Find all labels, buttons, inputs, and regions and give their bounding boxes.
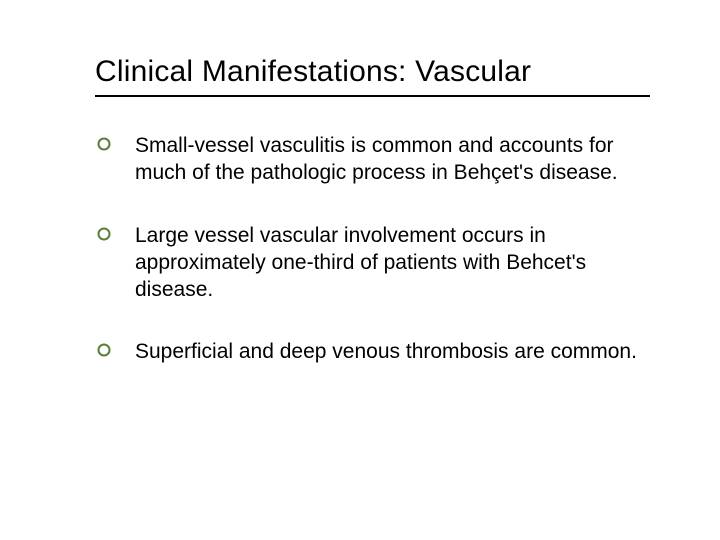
slide-title: Clinical Manifestations: Vascular <box>95 55 650 97</box>
circle-bullet-icon <box>97 227 111 241</box>
list-item: Superficial and deep venous thrombosis a… <box>95 339 650 366</box>
bullet-text: Large vessel vascular involvement occurs… <box>135 224 586 301</box>
list-item: Large vessel vascular involvement occurs… <box>95 223 650 304</box>
circle-bullet-icon <box>97 137 111 151</box>
bullet-text: Superficial and deep venous thrombosis a… <box>135 340 637 363</box>
bullet-text: Small-vessel vasculitis is common and ac… <box>135 134 618 184</box>
circle-bullet-icon <box>97 343 111 357</box>
bullet-list: Small-vessel vasculitis is common and ac… <box>95 133 650 366</box>
list-item: Small-vessel vasculitis is common and ac… <box>95 133 650 187</box>
slide-container: Clinical Manifestations: Vascular Small-… <box>0 0 720 540</box>
